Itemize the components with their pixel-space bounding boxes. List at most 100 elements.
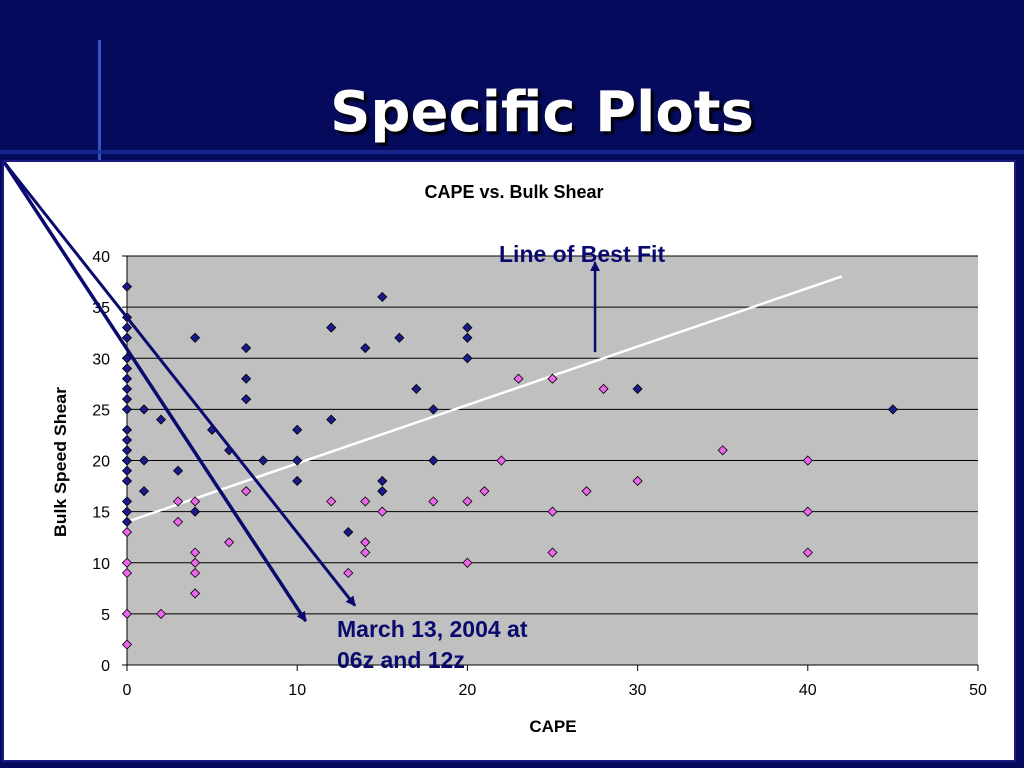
data-point-s1-12 (190, 588, 201, 599)
data-point-s1-4 (121, 639, 133, 650)
data-point-s0-29 (241, 373, 252, 384)
data-point-s0-36 (326, 414, 337, 425)
y-tick-label-5: 25 (92, 402, 110, 419)
y-axis-label: Bulk Speed Shear (51, 387, 70, 537)
data-point-s0-25 (190, 506, 201, 517)
data-point-s1-28 (547, 506, 558, 517)
data-point-s0-16 (121, 496, 133, 507)
data-point-s1-13 (224, 537, 235, 548)
data-point-s1-17 (360, 496, 371, 507)
data-point-s1-19 (360, 547, 371, 558)
data-point-s0-32 (292, 424, 303, 435)
x-tick-label-1: 10 (288, 682, 306, 699)
data-point-s1-24 (479, 486, 490, 497)
data-point-s0-50 (887, 404, 898, 415)
data-point-s1-10 (190, 557, 201, 568)
data-point-s1-23 (462, 557, 473, 568)
data-point-s1-5 (155, 608, 167, 619)
data-point-s1-36 (802, 547, 813, 558)
case-label-line-1: March 13, 2004 at (337, 616, 528, 642)
data-point-s1-14 (241, 486, 252, 497)
data-point-s0-28 (241, 342, 252, 354)
data-point-s0-15 (121, 475, 133, 487)
data-point-s1-20 (377, 506, 388, 517)
chart-title: CAPE vs. Bulk Shear (424, 182, 603, 202)
data-point-s1-16 (343, 567, 354, 579)
data-point-s1-30 (581, 486, 592, 497)
data-point-s1-15 (326, 496, 337, 507)
data-point-s1-21 (428, 496, 439, 507)
data-point-s0-30 (241, 394, 252, 405)
data-point-s1-8 (190, 496, 201, 507)
data-point-s0-3 (121, 332, 133, 343)
data-point-s0-22 (155, 414, 167, 425)
data-point-s0-10 (121, 424, 133, 435)
data-point-s0-43 (411, 383, 422, 394)
x-axis-label: CAPE (529, 717, 576, 736)
data-point-s0-38 (360, 342, 371, 354)
data-point-s1-29 (547, 547, 558, 558)
trendline-group (126, 275, 843, 524)
best-fit-label: Line of Best Fit (499, 241, 666, 267)
data-point-s0-41 (377, 486, 388, 497)
data-point-s0-5 (121, 363, 133, 374)
y-tick-label-1: 5 (101, 607, 110, 624)
data-point-s1-22 (462, 496, 473, 507)
data-point-s0-24 (190, 332, 201, 343)
data-point-s0-14 (121, 465, 133, 476)
data-point-s0-21 (138, 486, 150, 497)
data-point-s0-2 (121, 322, 133, 333)
data-point-s0-17 (121, 506, 133, 517)
data-point-s0-39 (377, 291, 388, 302)
data-point-s0-18 (121, 516, 133, 527)
y-tick-label-3: 15 (92, 505, 110, 522)
y-tick-label-0: 0 (101, 658, 110, 675)
slide-title: Specific Plots (330, 80, 754, 145)
data-point-s0-46 (462, 322, 473, 333)
arrow-to-case-label-left (4, 162, 308, 622)
data-point-s0-8 (121, 394, 133, 405)
data-point-s0-7 (121, 383, 133, 394)
data-point-s1-25 (496, 455, 507, 466)
data-point-s0-47 (462, 332, 473, 343)
x-tick-label-2: 20 (459, 682, 477, 699)
data-point-s0-9 (121, 404, 133, 415)
data-point-s0-37 (343, 527, 354, 538)
data-point-s1-0 (121, 527, 133, 538)
data-point-s0-20 (138, 455, 150, 466)
data-point-s0-45 (428, 455, 439, 466)
data-point-s1-11 (190, 567, 201, 579)
data-point-s0-35 (326, 322, 337, 333)
x-tick-label-5: 50 (969, 682, 987, 699)
data-point-s1-26 (513, 373, 524, 384)
chart-panel: 051015202530354001020304050 CAPE vs. Bul… (2, 160, 1016, 762)
y-tick-label-8: 40 (92, 249, 110, 266)
data-point-s0-6 (121, 373, 133, 384)
data-point-s0-12 (121, 445, 133, 456)
data-points (121, 281, 898, 650)
data-point-s0-49 (632, 383, 643, 394)
chart: 051015202530354001020304050 CAPE vs. Bul… (4, 162, 987, 736)
data-point-s0-33 (292, 455, 303, 466)
data-point-s0-11 (121, 434, 133, 446)
data-point-s1-31 (598, 383, 609, 394)
data-point-s0-44 (428, 404, 439, 415)
data-point-s1-32 (632, 475, 643, 487)
data-point-s0-19 (138, 404, 150, 415)
data-point-s1-18 (360, 537, 371, 548)
data-point-s0-0 (121, 281, 133, 292)
data-point-s0-42 (394, 332, 405, 343)
data-point-s0-48 (462, 353, 473, 364)
data-point-s1-3 (121, 608, 133, 619)
x-tick-label-0: 0 (123, 682, 132, 699)
x-tick-label-3: 30 (629, 682, 647, 699)
data-point-s1-34 (802, 455, 813, 466)
data-point-s1-2 (121, 567, 133, 579)
best-fit-line (126, 275, 843, 524)
data-point-s0-31 (258, 455, 269, 466)
annotation-arrows (4, 162, 601, 622)
y-tick-label-2: 10 (92, 556, 110, 573)
case-label-line-2: 06z and 12z (337, 647, 465, 673)
data-point-s1-7 (172, 516, 184, 527)
data-point-s1-9 (190, 547, 201, 558)
